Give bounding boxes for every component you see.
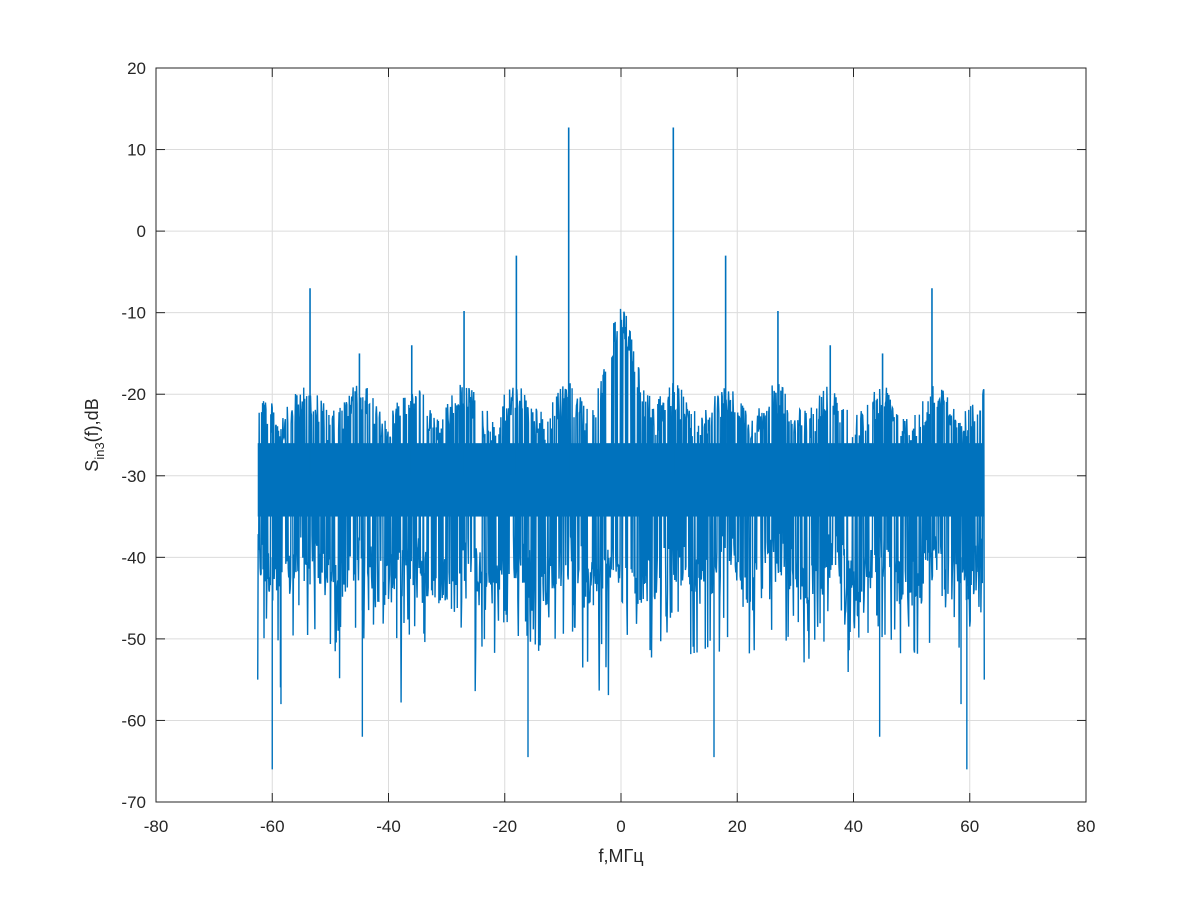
y-tick-label: -50 [121,630,146,649]
y-axis-label-base: S [82,460,102,472]
axis-ticks [155,67,1087,803]
x-tick-label: 60 [960,817,979,836]
x-axis-label: f,МГц [598,846,643,866]
y-tick-label: -20 [121,385,146,404]
y-tick-label: -60 [121,711,146,730]
x-tick-label: 40 [844,817,863,836]
y-tick-label: -10 [121,304,146,323]
y-tick-label: -30 [121,467,146,486]
x-tick-label: -40 [376,817,401,836]
x-tick-label: 20 [728,817,747,836]
y-tick-label: -40 [121,548,146,567]
spectrum-noise-line [257,308,985,703]
y-tick-label: 0 [137,222,146,241]
y-axis-label-rest: (f),dB [82,398,102,442]
y-tick-label: -70 [121,793,146,812]
x-tick-label: -60 [260,817,285,836]
x-tick-label: -80 [144,817,169,836]
tick-labels: -80 -60 -40 -20 0 20 40 60 80 20 10 0 -10 -20 -30 -40 -5… [121,59,1095,836]
x-tick-label: 80 [1077,817,1096,836]
y-tick-label: 20 [127,59,146,78]
y-tick-label: 10 [127,141,146,160]
spectrum-trace [257,127,985,770]
x-tick-label: -20 [492,817,517,836]
y-axis-label: Sin3(f),dB [82,398,107,471]
spectrum-dense-core [257,443,985,517]
spectrum-series [257,127,985,770]
x-tick-label: 0 [616,817,625,836]
y-axis-label-subscript: in3 [92,442,107,459]
